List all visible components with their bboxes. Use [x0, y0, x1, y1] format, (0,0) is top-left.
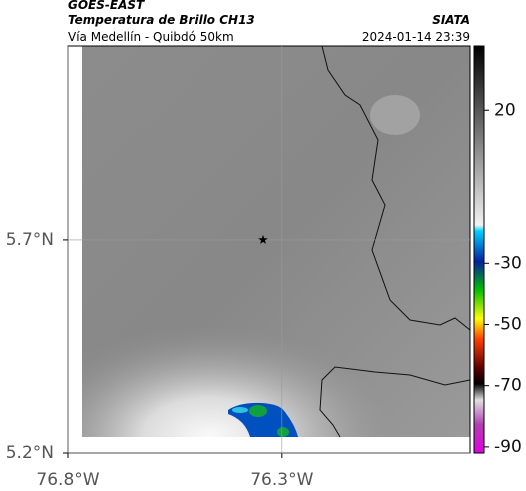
- imagery: [82, 45, 471, 438]
- colorbar-tick-label: -90: [494, 437, 522, 457]
- colorbar-tick-label: -70: [494, 376, 522, 396]
- colorbar: [473, 45, 485, 454]
- title: Temperatura de Brillo CH13: [68, 13, 255, 27]
- credit: SIATA: [432, 13, 470, 27]
- colorbar-tick-label: -50: [494, 314, 522, 334]
- datetime: 2024-01-14 23:39: [362, 30, 470, 44]
- colorbar-tick-label: 20: [494, 100, 516, 120]
- x-tick-label: 76.3°W: [250, 470, 313, 490]
- subtitle: Vía Medellín - Quibdó 50km: [68, 30, 234, 44]
- x-tick-label: 76.8°W: [36, 470, 99, 490]
- colorbar-tick-label: -30: [494, 253, 522, 273]
- source: GOES-EAST: [68, 0, 145, 12]
- y-tick-label: 5.2°N: [6, 443, 54, 463]
- location-marker: [258, 234, 268, 244]
- y-tick-label: 5.7°N: [6, 230, 54, 250]
